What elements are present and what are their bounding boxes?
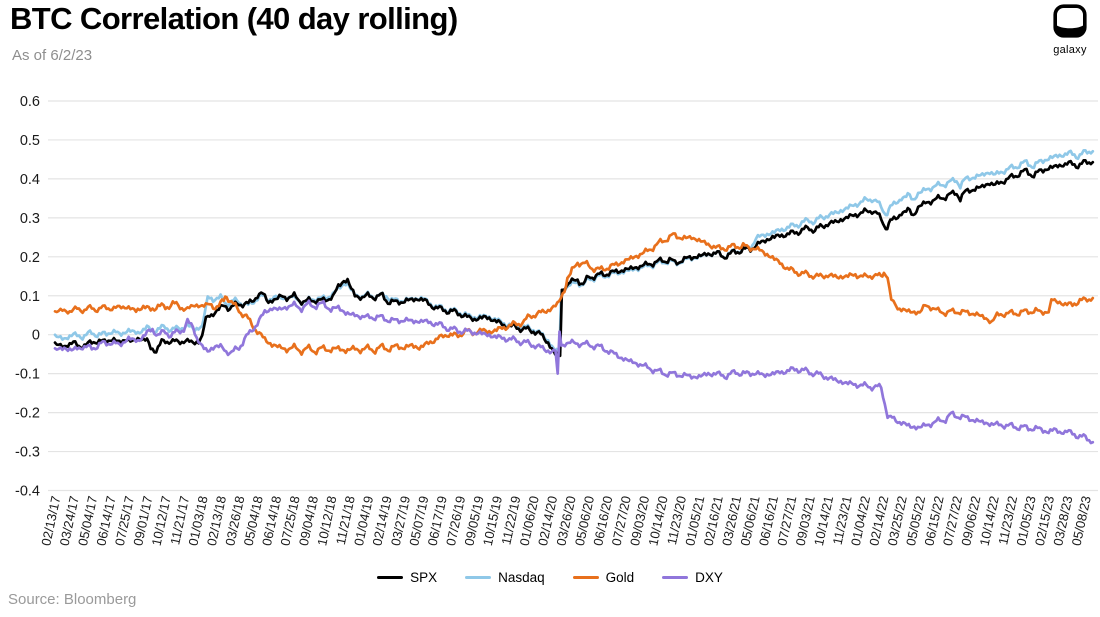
legend-swatch-gold (572, 575, 599, 580)
galaxy-logo: galaxy (1048, 4, 1092, 56)
legend-item-gold: Gold (572, 570, 635, 585)
y-tick-label: 0.4 (20, 172, 40, 188)
y-tick-label: 0.1 (20, 289, 40, 305)
chart-legend: SPX Nasdaq Gold DXY (0, 570, 1100, 585)
legend-label-nasdaq: Nasdaq (498, 570, 545, 585)
galaxy-logo-text: galaxy (1053, 44, 1087, 56)
series-line-gold (53, 232, 1095, 356)
legend-label-dxy: DXY (695, 570, 723, 585)
series-line-nasdaq (53, 148, 1095, 355)
page-title: BTC Correlation (40 day rolling) (10, 1, 458, 36)
legend-label-spx: SPX (410, 570, 438, 585)
source-attribution: Source: Bloomberg (8, 591, 137, 608)
legend-swatch-nasdaq (465, 575, 492, 580)
legend-item-spx: SPX (377, 570, 437, 585)
y-tick-label: -0.1 (15, 367, 40, 383)
legend-swatch-spx (377, 575, 404, 580)
y-tick-label: -0.3 (15, 445, 40, 461)
y-tick-label: -0.4 (15, 484, 40, 500)
y-tick-label: -0.2 (15, 406, 40, 422)
as-of-date: As of 6/2/23 (12, 47, 93, 64)
legend-item-dxy: DXY (662, 570, 723, 585)
correlation-line-chart: 0.60.50.40.30.20.10-0.1-0.2-0.3-0.402/13… (15, 94, 1098, 547)
series-line-dxy (53, 299, 1095, 445)
y-tick-label: 0.3 (20, 211, 40, 227)
y-tick-label: 0 (32, 328, 40, 344)
y-tick-label: 0.6 (20, 94, 40, 110)
y-tick-label: 0.5 (20, 133, 40, 149)
series-line-spx (53, 159, 1095, 358)
legend-swatch-dxy (662, 575, 689, 580)
y-tick-label: 0.2 (20, 250, 40, 266)
legend-item-nasdaq: Nasdaq (465, 570, 545, 585)
legend-label-gold: Gold (605, 570, 635, 585)
galaxy-logo-icon (1053, 4, 1087, 38)
